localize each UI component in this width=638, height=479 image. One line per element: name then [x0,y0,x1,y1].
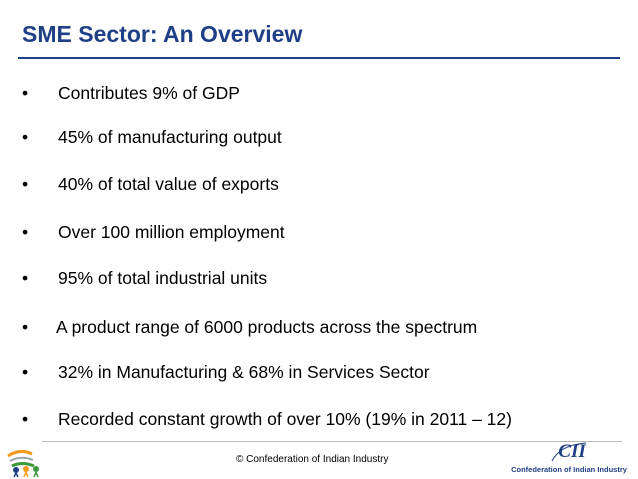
bullet-text: Recorded constant growth of over 10% (19… [58,409,512,429]
bullet-marker: • [22,222,29,242]
cii-logo-swoosh [551,442,587,462]
bullet-item: • Over 100 million employment [0,219,638,245]
cii-logo-name: Confederation of Indian Industry [511,465,627,474]
bullet-text: 95% of total industrial units [58,268,268,288]
bullet-marker: • [22,317,29,337]
page-title: SME Sector: An Overview [22,21,303,47]
title-bar: SME Sector: An Overview [18,14,620,58]
bullet-item: • 32% in Manufacturing & 68% in Services… [0,359,638,385]
bullet-text: 32% in Manufacturing & 68% in Services S… [58,362,430,382]
india-emblem-logo-icon [7,449,39,478]
copyright-text: © Confederation of Indian Industry [236,454,389,465]
bullet-item: • 40% of total value of exports [0,171,638,197]
cii-logo-mark: CII [550,441,594,463]
bullet-item: • 45% of manufacturing output [0,124,638,150]
cii-logo-mark-text: CII [558,441,586,462]
bullet-item: • Recorded constant growth of over 10% (… [0,406,638,432]
bullet-text: A product range of 6000 products across … [56,317,478,337]
bullet-marker: • [22,268,29,288]
bullet-marker: • [22,127,29,147]
bullet-item: • A product range of 6000 products acros… [0,314,638,340]
title-divider [18,57,620,59]
footer-divider [42,441,622,442]
bullet-item: • Contributes 9% of GDP [0,80,638,106]
bullet-marker: • [22,83,29,103]
bullet-marker: • [22,409,29,429]
bullet-text: Over 100 million employment [58,222,285,242]
bullet-marker: • [22,362,29,382]
bullet-text: 40% of total value of exports [58,174,279,194]
bullet-text: 45% of manufacturing output [58,127,282,147]
cii-logo-icon: CII Confederation of Indian Industry [510,441,628,477]
bullet-text: Contributes 9% of GDP [58,83,240,103]
bullet-item: • 95% of total industrial units [0,265,638,291]
bullet-marker: • [22,174,29,194]
